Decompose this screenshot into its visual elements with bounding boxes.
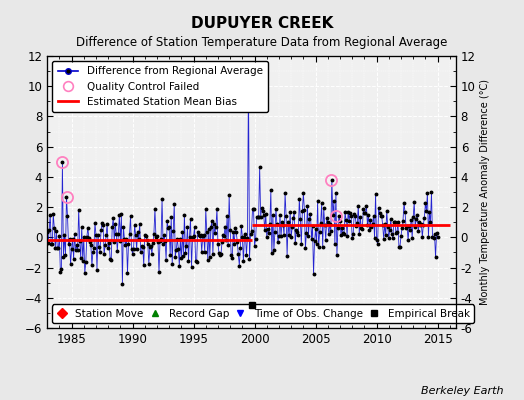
Text: Berkeley Earth: Berkeley Earth [421, 386, 503, 396]
Legend: Station Move, Record Gap, Time of Obs. Change, Empirical Break: Station Move, Record Gap, Time of Obs. C… [52, 304, 474, 323]
Text: DUPUYER CREEK: DUPUYER CREEK [191, 16, 333, 31]
Y-axis label: Monthly Temperature Anomaly Difference (°C): Monthly Temperature Anomaly Difference (… [480, 79, 490, 305]
Text: Difference of Station Temperature Data from Regional Average: Difference of Station Temperature Data f… [77, 36, 447, 49]
